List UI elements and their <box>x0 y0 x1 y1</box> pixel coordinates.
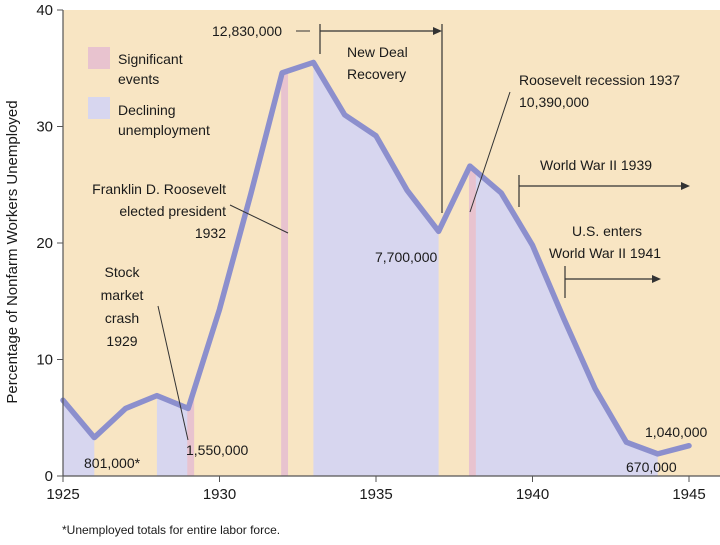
significant-event-bands <box>187 70 476 477</box>
annotation-peak-1933: 12,830,000 <box>212 23 282 39</box>
y-tick-label-3: 30 <box>36 119 53 136</box>
event-band-2 <box>468 166 476 477</box>
annotation-fdr-line1: Franklin D. Roosevelt <box>92 181 226 197</box>
y-axis-ticks: 0 10 20 30 40 <box>36 2 63 485</box>
us-enters-arrowhead <box>652 275 661 283</box>
x-tick-label-2: 1935 <box>359 486 392 503</box>
legend-label-significant-events-line1: Significant <box>118 51 183 67</box>
annotation-recession-line1: Roosevelt recession 1937 <box>519 72 680 88</box>
legend-label-declining-unemployment-line2: unemployment <box>118 122 210 138</box>
annotation-us-enters-line1: U.S. enters <box>572 223 642 239</box>
annotation-1937-low: 7,700,000 <box>375 249 437 265</box>
annotation-crash-line2: market <box>101 287 144 303</box>
annotation-crash-line1: Stock <box>104 264 140 280</box>
annotation-us-enters-line2: World War II 1941 <box>549 245 661 261</box>
annotation-crash-line3: crash <box>105 310 139 326</box>
annotation-1926-value: 801,000* <box>84 455 141 471</box>
ww2-1939-arrowhead <box>681 182 690 190</box>
x-tick-label-3: 1940 <box>516 486 549 503</box>
new-deal-arrowhead <box>433 27 442 35</box>
legend-label-significant-events-line2: events <box>118 71 159 87</box>
annotation-fdr-leader <box>229 204 289 234</box>
annotations: 12,830,000 New Deal Recovery Roosevelt r… <box>84 23 707 475</box>
legend-swatch-significant-events <box>88 47 110 69</box>
x-tick-label-4: 1945 <box>672 486 705 503</box>
annotation-crash-line4: 1929 <box>106 333 137 349</box>
legend-swatch-declining-unemployment <box>88 97 110 119</box>
annotation-recession-line2: 10,390,000 <box>519 94 589 110</box>
annotation-new-deal-line1: New Deal <box>347 44 408 60</box>
y-axis-label: Percentage of Nonfarm Workers Unemployed <box>4 100 21 403</box>
declining-band-2 <box>313 62 439 477</box>
annotation-recession-leader <box>469 91 511 213</box>
annotation-fdr-line2: elected president <box>119 203 226 219</box>
legend-label-declining-unemployment-line1: Declining <box>118 102 176 118</box>
annotation-crash-leader <box>157 305 189 441</box>
y-tick-label-1: 10 <box>36 352 53 369</box>
unemployment-line <box>60 59 692 457</box>
annotation-fdr-line3: 1932 <box>195 225 226 241</box>
x-tick-label-0: 1925 <box>46 486 79 503</box>
y-tick-label-4: 40 <box>36 2 53 19</box>
annotation-1929-value: 1,550,000 <box>186 442 248 458</box>
declining-band-1 <box>156 395 189 476</box>
annotation-1944-value: 670,000 <box>626 459 677 475</box>
annotation-new-deal-line2: Recovery <box>347 66 406 82</box>
event-band-0 <box>187 389 195 476</box>
event-band-1 <box>281 70 289 476</box>
y-tick-label-0: 0 <box>45 468 53 485</box>
legend: Significant events Declining unemploymen… <box>88 47 210 138</box>
x-tick-label-1: 1930 <box>203 486 236 503</box>
annotation-1945-value: 1,040,000 <box>645 424 707 440</box>
x-axis-ticks: 1925 1930 1935 1940 1945 <box>46 476 706 503</box>
y-tick-label-2: 20 <box>36 235 53 252</box>
footnote: *Unemployed totals for entire labor forc… <box>62 523 280 537</box>
declining-band-0 <box>63 400 95 476</box>
annotation-ww2-1939: World War II 1939 <box>540 157 652 173</box>
